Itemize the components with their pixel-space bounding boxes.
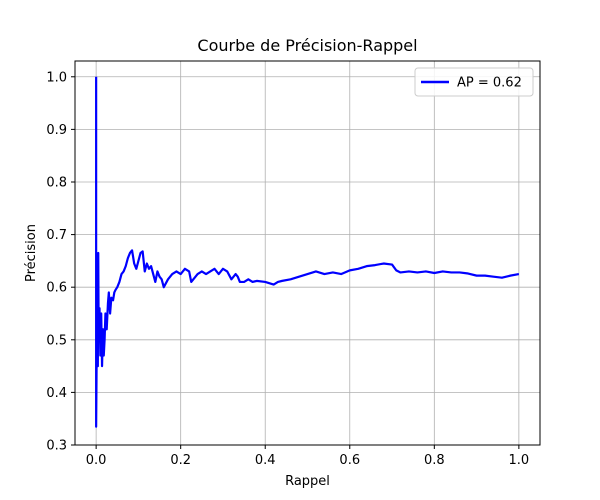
y-tick-label: 1.0 [46, 70, 67, 85]
grid [75, 61, 540, 446]
x-tick-label: 0.2 [170, 453, 191, 468]
x-tick-label: 0.0 [86, 453, 107, 468]
legend: AP = 0.62 [414, 67, 534, 97]
y-tick-label: 0.8 [46, 175, 67, 190]
y-axis-label: Précision [24, 224, 39, 282]
legend-label: AP = 0.62 [457, 76, 522, 91]
y-tick-label: 0.5 [46, 333, 67, 348]
y-tick-label: 0.7 [46, 228, 67, 243]
y-tick-label: 0.6 [46, 281, 67, 296]
x-tick-label: 1.0 [509, 453, 530, 468]
x-tick-label: 0.6 [339, 453, 360, 468]
ticks: 0.0 0.2 0.4 0.6 0.8 1.0 0.3 0.4 0.5 0.6 0.7 0.8 0.9 1… [46, 70, 529, 468]
plot-frame [74, 60, 541, 446]
pr-curve-line [95, 76, 520, 428]
y-tick-label: 0.3 [46, 439, 67, 454]
series-layer [95, 76, 520, 428]
x-axis-label: Rappel [285, 474, 330, 489]
chart-title: Courbe de Précision-Rappel [197, 36, 417, 55]
y-tick-label: 0.9 [46, 123, 67, 138]
legend-box [414, 67, 534, 97]
x-tick-label: 0.4 [255, 453, 276, 468]
y-tick-label: 0.4 [46, 386, 67, 401]
x-tick-label: 0.8 [424, 453, 445, 468]
